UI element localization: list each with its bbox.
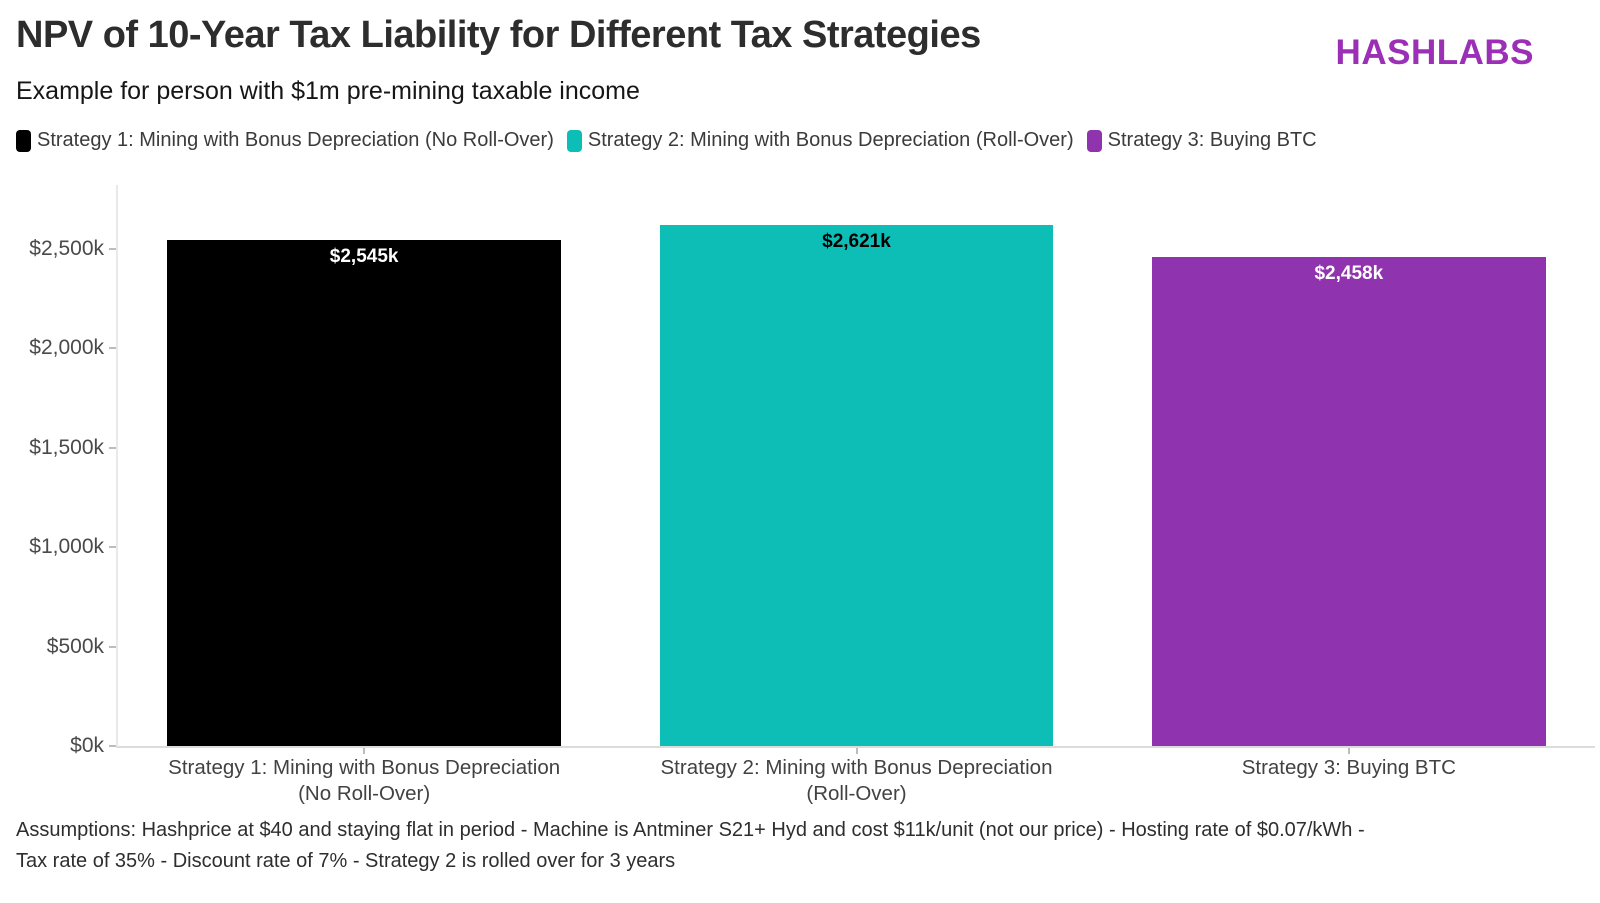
x-axis-tick — [855, 748, 858, 754]
y-axis-tick — [109, 247, 116, 250]
legend-label: Strategy 1: Mining with Bonus Depreciati… — [37, 129, 554, 151]
assumptions-text: Assumptions: Hashprice at $40 and stayin… — [16, 815, 1586, 877]
y-axis-tick-label: $1,000k — [29, 535, 104, 559]
legend-swatch-icon — [16, 129, 31, 152]
legend-label: Strategy 2: Mining with Bonus Depreciati… — [587, 129, 1074, 151]
y-axis-tick-label: $2,000k — [29, 336, 104, 360]
y-axis-tick-label: $2,500k — [29, 236, 104, 260]
y-axis-tick-label: $1,500k — [29, 435, 104, 459]
x-axis-tick — [363, 748, 366, 754]
y-axis-tick-label: $500k — [46, 634, 104, 658]
legend-label: Strategy 3: Buying BTC — [1107, 129, 1317, 151]
legend-swatch-icon — [1086, 129, 1102, 152]
bar-strategy-3: $2,458k — [1151, 257, 1546, 746]
y-axis-tick — [109, 745, 116, 747]
y-axis-tick — [109, 645, 116, 648]
bar-strategy-1: $2,545k — [167, 239, 562, 746]
brand-logo: HASHLABS — [1335, 33, 1534, 72]
legend-item-strategy-2: Strategy 2: Mining with Bonus Depreciati… — [566, 129, 1074, 152]
bar-value-label: $2,545k — [329, 245, 399, 267]
x-axis-tick — [1347, 748, 1350, 754]
legend-item-strategy-3: Strategy 3: Buying BTC — [1086, 129, 1317, 152]
chart-subtitle: Example for person with $1m pre-mining t… — [16, 77, 640, 105]
legend-item-strategy-1: Strategy 1: Mining with Bonus Depreciati… — [16, 129, 554, 152]
legend-swatch-icon — [566, 129, 582, 152]
y-axis-tick — [109, 347, 116, 350]
bar-value-label: $2,621k — [822, 230, 891, 252]
y-axis-tick-label: $0k — [70, 734, 104, 757]
bar-value-label: $2,458k — [1314, 263, 1384, 285]
chart-title: NPV of 10-Year Tax Liability for Differe… — [16, 14, 981, 56]
legend: Strategy 1: Mining with Bonus Depreciati… — [16, 129, 1317, 152]
bar-strategy-2: $2,621k — [659, 224, 1054, 746]
assumptions-line-1: Assumptions: Hashprice at $40 and stayin… — [16, 819, 1365, 841]
y-axis-tick — [109, 546, 116, 549]
y-axis-tick — [109, 446, 116, 449]
assumptions-line-2: Tax rate of 35% - Discount rate of 7% - … — [16, 850, 676, 872]
x-axis-category-label: Strategy 3: Buying BTC — [1241, 756, 1456, 779]
x-axis-category-label: Strategy 2: Mining with Bonus Depreciati… — [660, 756, 1053, 805]
plot-area: $0k $500k $1,000k $1,500k $2,000k $2,500k $2,5… — [29, 185, 1595, 805]
x-axis-category-label: Strategy 1: Mining with Bonus Depreciati… — [168, 756, 561, 805]
